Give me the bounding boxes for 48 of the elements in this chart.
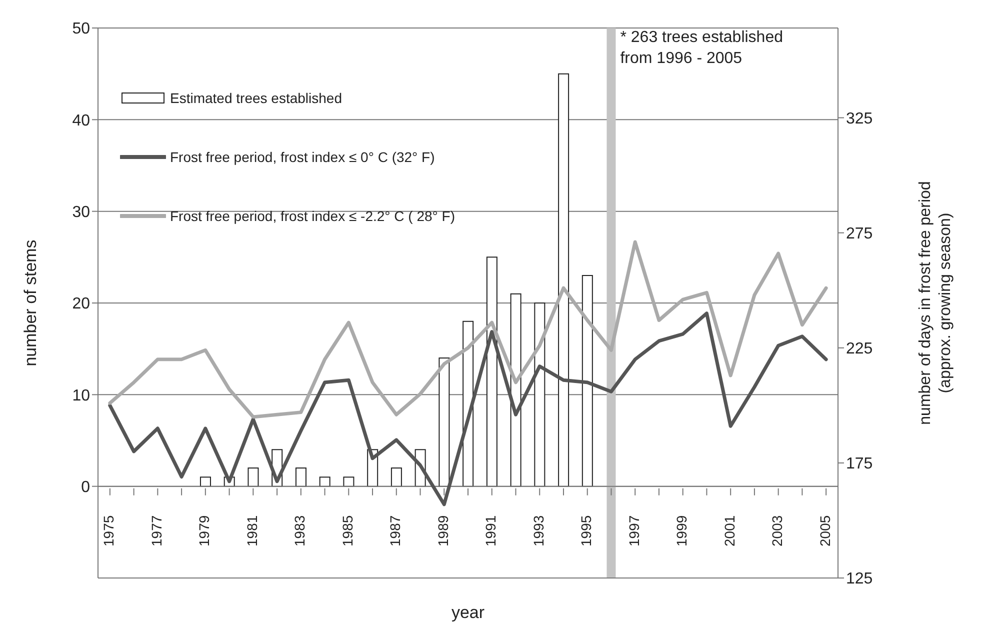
x-tick-label: 2005	[816, 515, 833, 546]
x-tick-label: 1993	[530, 515, 546, 546]
line-series	[108, 312, 828, 506]
legend-label: Frost free period, frost index ≤ -2.2° C ( 28° F)	[170, 208, 455, 224]
x-tick-label: 1985	[339, 515, 356, 546]
y2-tick-label: 125	[846, 570, 873, 588]
x-axis-title: year	[451, 603, 485, 622]
x-tick-label: 1999	[674, 515, 690, 546]
bar	[582, 275, 593, 487]
y-axis-title: number of stems	[21, 240, 40, 366]
y-tick-label: 0	[81, 479, 90, 496]
y2-tick-label: 275	[846, 225, 873, 242]
bar	[319, 476, 330, 487]
x-tick-label: 1983	[292, 515, 308, 546]
x-tick-label: 1975	[100, 515, 117, 546]
y-tick-label: 20	[72, 296, 90, 313]
y2-tick-label: 175	[846, 456, 873, 473]
y2-axis-title: number of days in frost free period (approx. growing season)	[917, 181, 954, 425]
bar	[200, 476, 211, 487]
bar	[343, 476, 354, 487]
y-tick-label: 30	[72, 204, 90, 222]
legend-label: Estimated trees established	[170, 90, 342, 106]
bar	[390, 468, 402, 487]
x-tick-label: 1989	[434, 515, 451, 546]
y-tick-label: 50	[72, 20, 90, 38]
x-tick-label: 1995	[578, 515, 594, 546]
x-tick-label: 1977	[148, 515, 164, 546]
bar	[248, 468, 259, 487]
bar	[558, 73, 570, 487]
bar	[486, 256, 498, 487]
legend-label: Frost free period, frost index ≤ 0° C (32° F)	[170, 148, 435, 164]
bar	[438, 358, 450, 487]
y2-tick-label: 225	[846, 340, 873, 358]
x-tick-label: 1997	[626, 515, 642, 546]
x-tick-label: 1991	[482, 515, 499, 546]
x-tick-label: 1981	[244, 515, 260, 546]
bar	[534, 302, 546, 487]
y-tick-label: 40	[72, 112, 90, 130]
y-tick-label: 10	[72, 387, 90, 404]
x-tick-label: 2001	[721, 515, 738, 546]
x-tick-label: 1979	[196, 515, 212, 546]
y2-tick-label: 325	[846, 110, 873, 128]
bar	[295, 468, 306, 487]
x-tick-label: 2003	[769, 515, 786, 546]
line-series	[108, 240, 828, 419]
x-tick-label: 1987	[387, 515, 404, 546]
ref-line-label: * 263 trees established from 1996 - 2005	[620, 29, 784, 67]
bar	[510, 293, 522, 487]
